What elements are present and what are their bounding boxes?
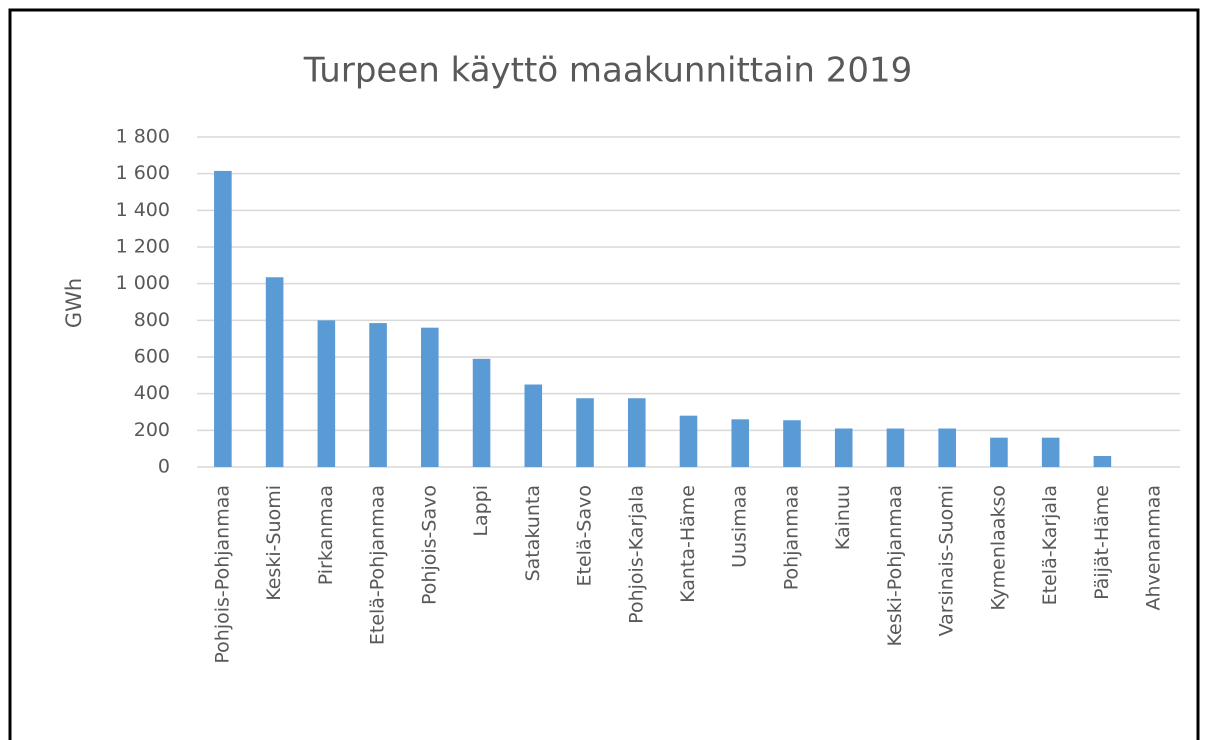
bar — [627, 398, 646, 467]
bar — [990, 437, 1008, 467]
y-tick-label: 1 000 — [116, 272, 170, 294]
bar — [938, 428, 956, 467]
bar — [524, 384, 543, 467]
y-tick-label: 800 — [134, 309, 170, 331]
x-tick-label: Kanta-Häme — [677, 485, 699, 603]
y-tick-label: 400 — [134, 382, 170, 404]
x-tick-label: Kymenlaakso — [987, 485, 1009, 611]
x-tick-label: Lappi — [470, 485, 492, 537]
x-tick-label: Päijät-Häme — [1091, 485, 1113, 600]
y-tick-label: 200 — [134, 419, 170, 441]
frame — [8, 8, 1200, 740]
bar — [214, 170, 232, 467]
bar — [834, 428, 853, 467]
bar — [679, 415, 698, 467]
x-tick-label: Uusimaa — [729, 485, 751, 568]
x-tick-label: Pohjois-Karjala — [625, 485, 647, 624]
bar — [317, 320, 336, 467]
x-tick-label: Ahvenanmaa — [1143, 485, 1165, 611]
x-tick-label: Pohjois-Pohjanmaa — [211, 485, 233, 664]
x-tick-label: Keski-Pohjanmaa — [884, 485, 906, 646]
x-tick-label: Satakunta — [522, 485, 544, 581]
bar — [1041, 437, 1060, 467]
x-tick-label: Keski-Suomi — [263, 485, 285, 601]
x-tick-label: Pirkanmaa — [315, 485, 337, 585]
bar — [731, 419, 750, 467]
y-tick-label: 600 — [134, 346, 170, 368]
x-tick-label: Kainuu — [832, 485, 854, 550]
y-tick-label: 1 600 — [116, 162, 170, 184]
chart-title: Turpeen käyttö maakunnittain 2019 — [303, 51, 913, 91]
bar — [783, 420, 801, 467]
bar — [421, 327, 439, 467]
y-tick-label: 1 400 — [116, 199, 170, 221]
x-tick-label: Etelä-Pohjanmaa — [367, 485, 389, 645]
x-tick-label: Etelä-Savo — [574, 485, 596, 587]
bar — [265, 277, 284, 467]
bar — [886, 428, 905, 467]
bar — [576, 398, 594, 467]
bar — [369, 323, 387, 467]
x-tick-label: Varsinais-Suomi — [936, 485, 958, 636]
x-tick-label: Etelä-Karjala — [1039, 485, 1061, 605]
y-tick-label: 1 200 — [116, 236, 170, 258]
bar — [1093, 456, 1112, 467]
y-axis-title: GWh — [62, 278, 86, 328]
x-tick-label: Pohjois-Savo — [418, 485, 440, 605]
y-tick-label: 0 — [158, 456, 170, 478]
x-tick-label: Pohjanmaa — [780, 485, 802, 590]
y-tick-label: 1 800 — [116, 126, 170, 148]
bar — [472, 358, 491, 467]
